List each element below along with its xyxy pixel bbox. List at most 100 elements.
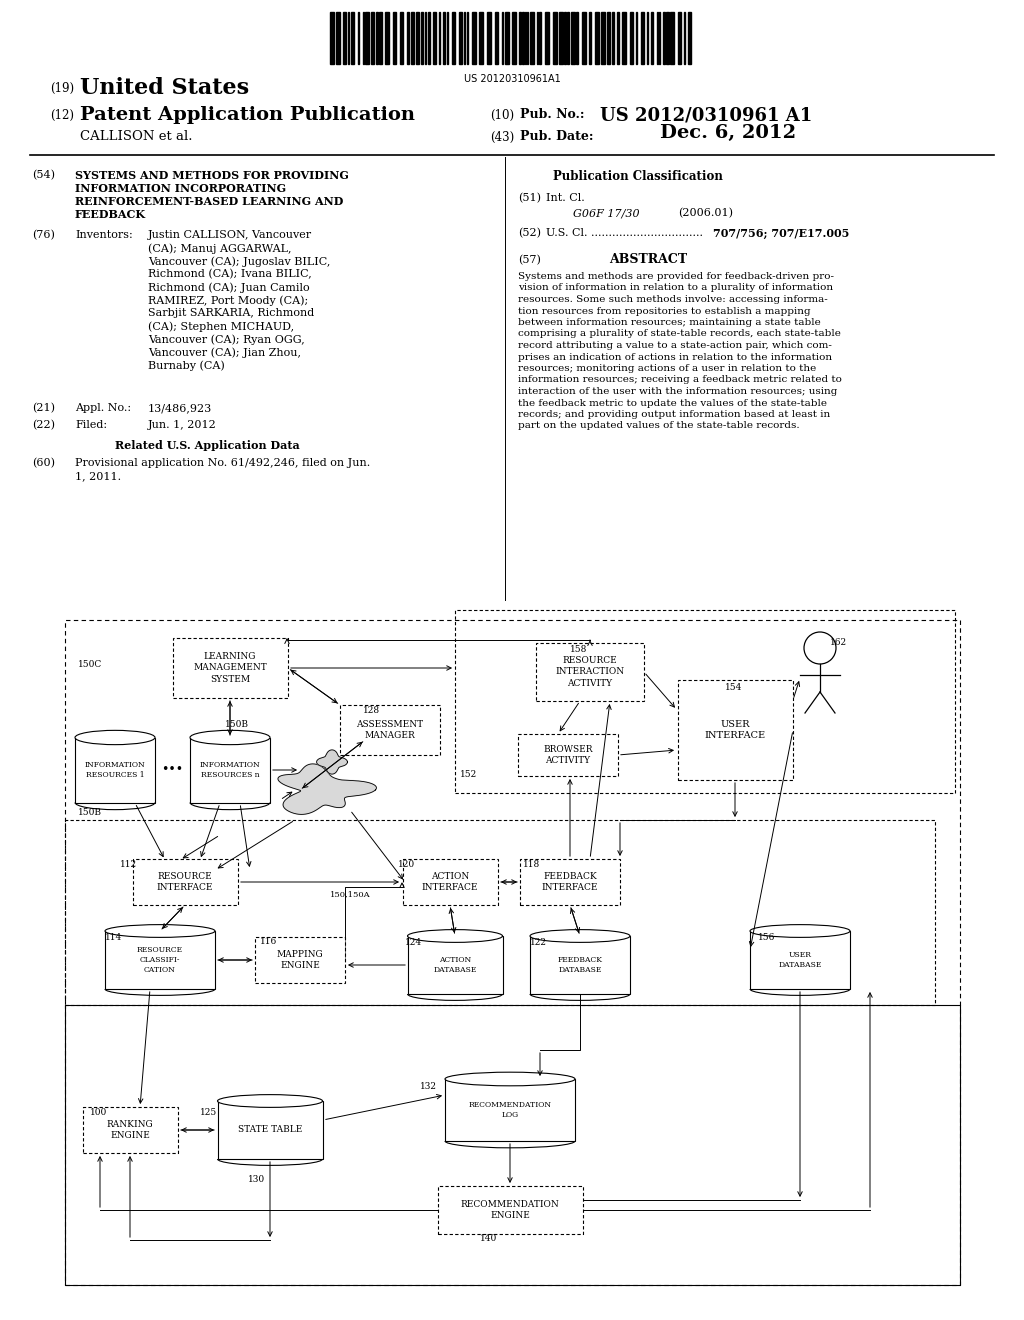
- Text: 120: 120: [398, 861, 415, 869]
- Text: Dec. 6, 2012: Dec. 6, 2012: [660, 124, 796, 143]
- Ellipse shape: [750, 924, 850, 937]
- Bar: [520, 859, 620, 906]
- Bar: [330, 12, 334, 63]
- Bar: [582, 12, 586, 63]
- Text: Justin CALLISON, Vancouver: Justin CALLISON, Vancouver: [148, 230, 312, 240]
- Text: the feedback metric to update the values of the state-table: the feedback metric to update the values…: [518, 399, 827, 408]
- Text: United States: United States: [80, 77, 249, 99]
- Text: STATE TABLE: STATE TABLE: [238, 1126, 302, 1134]
- Bar: [402, 859, 498, 906]
- Text: G06F 17/30: G06F 17/30: [573, 209, 640, 218]
- Bar: [379, 12, 382, 63]
- Text: 114: 114: [105, 933, 122, 942]
- Bar: [416, 12, 419, 63]
- Text: Int. Cl.: Int. Cl.: [546, 193, 585, 203]
- Ellipse shape: [445, 1072, 575, 1086]
- Text: comprising a plurality of state-table records, each state-table: comprising a plurality of state-table re…: [518, 330, 841, 338]
- Text: Sarbjit SARKARIA, Richmond: Sarbjit SARKARIA, Richmond: [148, 308, 314, 318]
- Bar: [529, 12, 534, 63]
- Text: INFORMATION
RESOURCES 1: INFORMATION RESOURCES 1: [85, 762, 145, 779]
- Text: Pub. Date:: Pub. Date:: [520, 131, 594, 144]
- Text: (10): (10): [490, 108, 514, 121]
- Bar: [545, 12, 549, 63]
- Bar: [512, 12, 515, 63]
- Text: 150,150A: 150,150A: [330, 890, 371, 898]
- Text: between information resources; maintaining a state table: between information resources; maintaini…: [518, 318, 821, 327]
- Text: US 20120310961A1: US 20120310961A1: [464, 74, 560, 84]
- Text: 152: 152: [460, 770, 477, 779]
- Bar: [336, 12, 340, 63]
- Bar: [539, 12, 541, 63]
- Text: 140: 140: [480, 1234, 498, 1243]
- Text: LEARNING
MANAGEMENT
SYSTEM: LEARNING MANAGEMENT SYSTEM: [194, 652, 267, 684]
- Bar: [65, 820, 935, 1005]
- Text: 158: 158: [570, 645, 588, 653]
- Bar: [616, 12, 618, 63]
- Bar: [105, 931, 215, 989]
- Text: Filed:: Filed:: [75, 420, 108, 430]
- Text: 118: 118: [523, 861, 541, 869]
- Text: RECOMMENDATION
ENGINE: RECOMMENDATION ENGINE: [461, 1200, 559, 1220]
- Bar: [340, 705, 440, 755]
- Text: Vancouver (CA); Ryan OGG,: Vancouver (CA); Ryan OGG,: [148, 334, 305, 345]
- Text: Inventors:: Inventors:: [75, 230, 133, 240]
- Bar: [428, 12, 430, 63]
- Bar: [460, 12, 463, 63]
- Text: USER
DATABASE: USER DATABASE: [778, 952, 821, 969]
- Text: 100: 100: [90, 1107, 108, 1117]
- Text: ABSTRACT: ABSTRACT: [609, 253, 687, 267]
- Text: INFORMATION
RESOURCES n: INFORMATION RESOURCES n: [200, 762, 260, 779]
- Bar: [408, 936, 503, 994]
- Text: 162: 162: [830, 638, 847, 647]
- Ellipse shape: [105, 924, 215, 937]
- Bar: [536, 643, 644, 701]
- Text: 150C: 150C: [78, 660, 102, 669]
- Text: •••: •••: [162, 763, 183, 776]
- Ellipse shape: [217, 1094, 323, 1107]
- Bar: [437, 1185, 583, 1234]
- Bar: [630, 12, 633, 63]
- Text: 707/756; 707/E17.005: 707/756; 707/E17.005: [713, 228, 849, 239]
- Bar: [479, 12, 483, 63]
- Bar: [351, 12, 354, 63]
- Text: Related U.S. Application Data: Related U.S. Application Data: [115, 440, 300, 451]
- Bar: [518, 734, 618, 776]
- Ellipse shape: [530, 929, 630, 942]
- Bar: [371, 12, 374, 63]
- Text: Provisional application No. 61/492,246, filed on Jun.: Provisional application No. 61/492,246, …: [75, 458, 371, 469]
- Bar: [663, 12, 665, 63]
- Text: MAPPING
ENGINE: MAPPING ENGINE: [276, 950, 324, 970]
- Text: 150B: 150B: [78, 808, 102, 817]
- Text: tion resources from repositories to establish a mapping: tion resources from repositories to esta…: [518, 306, 811, 315]
- Text: (22): (22): [32, 420, 55, 430]
- Bar: [366, 12, 369, 63]
- Text: vision of information in relation to a plurality of information: vision of information in relation to a p…: [518, 284, 834, 293]
- Bar: [607, 12, 609, 63]
- Bar: [688, 12, 691, 63]
- Text: 156: 156: [758, 933, 775, 942]
- Text: records; and providing output information based at least in: records; and providing output informatio…: [518, 411, 830, 418]
- Bar: [563, 12, 565, 63]
- Bar: [641, 12, 644, 63]
- Text: resources; monitoring actions of a user in relation to the: resources; monitoring actions of a user …: [518, 364, 816, 374]
- Text: information resources; receiving a feedback metric related to: information resources; receiving a feedb…: [518, 375, 842, 384]
- Bar: [472, 12, 476, 63]
- Text: SYSTEMS AND METHODS FOR PROVIDING: SYSTEMS AND METHODS FOR PROVIDING: [75, 170, 349, 181]
- Text: resources. Some such methods involve: accessing informa-: resources. Some such methods involve: ac…: [518, 294, 827, 304]
- Bar: [217, 1101, 323, 1159]
- Bar: [570, 12, 574, 63]
- Text: record attributing a value to a state-action pair, which com-: record attributing a value to a state-ac…: [518, 341, 831, 350]
- Bar: [255, 937, 345, 983]
- Bar: [530, 936, 630, 994]
- Bar: [376, 12, 378, 63]
- Text: RESOURCE
INTERACTION
ACTIVITY: RESOURCE INTERACTION ACTIVITY: [555, 656, 625, 688]
- Text: RESOURCE
CLASSIFI-
CATION: RESOURCE CLASSIFI- CATION: [137, 946, 183, 974]
- Text: 150B: 150B: [225, 719, 249, 729]
- Polygon shape: [316, 750, 347, 774]
- Bar: [75, 738, 155, 803]
- Text: (12): (12): [50, 108, 74, 121]
- Text: 1, 2011.: 1, 2011.: [75, 471, 121, 480]
- Text: 122: 122: [530, 939, 547, 946]
- Bar: [678, 680, 793, 780]
- Bar: [553, 12, 557, 63]
